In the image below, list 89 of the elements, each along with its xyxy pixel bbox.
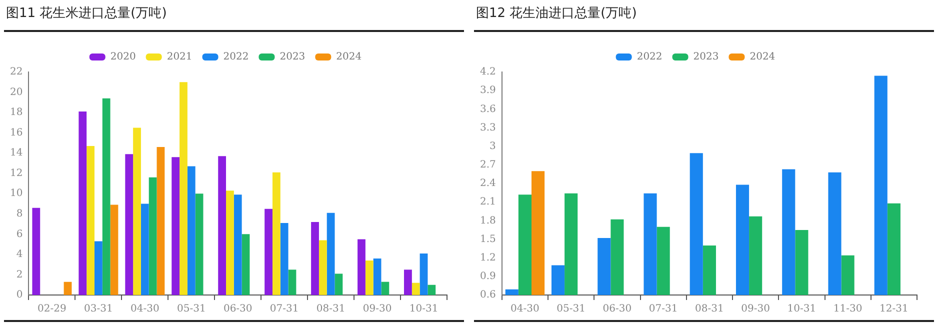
legend-label: 2022 — [636, 52, 662, 63]
x-tick-label: 04-30 — [510, 304, 540, 315]
bar — [420, 253, 428, 295]
y-tick-label: 3.6 — [480, 104, 496, 115]
y-tick-label: 1.5 — [480, 234, 496, 245]
x-tick-label: 09-30 — [741, 304, 770, 315]
legend-label: 2020 — [110, 52, 136, 63]
y-tick-label: 14 — [10, 148, 23, 159]
bar — [133, 128, 141, 295]
bar — [311, 222, 319, 295]
x-tick-label: 09-30 — [362, 304, 392, 315]
bar — [234, 194, 242, 295]
bar — [264, 208, 272, 295]
bar — [373, 258, 382, 295]
y-tick-label: 20 — [10, 86, 23, 98]
x-tick-label: 05-31 — [176, 304, 206, 315]
bar — [148, 177, 157, 295]
y-tick-label: 1.2 — [480, 252, 496, 264]
legend-label: 2021 — [166, 52, 192, 63]
y-tick-label: 18 — [10, 107, 23, 118]
x-tick-label: 04-30 — [130, 304, 160, 315]
y-tick-label: 3.3 — [480, 122, 496, 134]
legend-label: 2024 — [336, 52, 362, 63]
x-tick-label: 10-31 — [787, 304, 816, 315]
y-tick-label: 16 — [10, 127, 23, 138]
bar — [280, 223, 288, 295]
bar — [110, 204, 118, 295]
bar — [226, 190, 234, 295]
bar — [218, 156, 226, 295]
x-tick-label: 06-30 — [602, 304, 632, 315]
y-tick-label: 2.4 — [480, 178, 496, 190]
bar — [242, 234, 250, 295]
y-tick-label: 6 — [16, 228, 23, 240]
chart-title: 图12 花生油进口总量(万吨) — [475, 5, 638, 23]
bar — [125, 154, 134, 295]
y-tick-label: 10 — [10, 188, 23, 200]
bar — [195, 194, 204, 295]
y-tick-label: 2.1 — [480, 196, 496, 208]
bar — [365, 260, 374, 295]
x-tick-label: 08-31 — [316, 304, 346, 315]
y-tick-label: 4 — [16, 249, 23, 260]
y-tick-label: 1.8 — [480, 215, 496, 226]
bar — [381, 282, 390, 295]
y-tick-label: 3 — [490, 140, 496, 152]
legend-label: 2024 — [750, 52, 776, 63]
bar — [102, 98, 110, 295]
y-tick-label: 8 — [16, 208, 23, 220]
x-tick-label: 10-31 — [409, 304, 438, 315]
y-tick-label: 22 — [10, 66, 23, 78]
bar — [86, 146, 94, 295]
y-tick-label: 2 — [16, 269, 23, 280]
y-tick-label: 0 — [16, 290, 23, 301]
bar — [272, 172, 280, 295]
x-tick-label: 06-30 — [223, 304, 252, 315]
bar — [32, 208, 40, 295]
bar — [404, 270, 412, 295]
x-tick-label: 02-29 — [38, 304, 66, 315]
x-tick-label: 11-30 — [833, 304, 862, 315]
bar — [318, 240, 327, 295]
bar — [187, 166, 196, 295]
y-tick-label: 12 — [10, 168, 23, 179]
y-tick-label: 0.6 — [480, 290, 496, 301]
x-tick-label: 07-31 — [270, 304, 299, 315]
legend-label: 2023 — [693, 52, 719, 63]
x-tick-label: 03-31 — [84, 304, 113, 315]
bar — [78, 112, 87, 295]
legend-label: 2023 — [280, 52, 306, 63]
x-tick-label: 05-31 — [556, 304, 586, 315]
bar — [180, 82, 188, 295]
bar — [172, 157, 180, 295]
x-tick-label: 07-31 — [648, 304, 678, 315]
bar — [326, 212, 335, 295]
bar — [428, 284, 436, 295]
bar — [140, 204, 149, 295]
chart-title: 图11 花生米进口总量(万吨) — [5, 5, 168, 23]
bar — [334, 274, 343, 295]
bar — [64, 282, 72, 295]
bar — [288, 270, 296, 295]
bar — [358, 239, 366, 295]
x-tick-label: 12-31 — [880, 304, 908, 315]
y-tick-label: 2.7 — [480, 160, 496, 171]
y-tick-label: 0.9 — [480, 271, 496, 282]
bar — [94, 241, 102, 295]
y-tick-label: 4.2 — [480, 66, 496, 78]
bar — [412, 282, 420, 295]
legend-label: 2022 — [223, 52, 249, 63]
bar — [156, 147, 165, 295]
x-tick-label: 08-31 — [695, 304, 724, 315]
y-tick-label: 3.9 — [480, 85, 496, 96]
